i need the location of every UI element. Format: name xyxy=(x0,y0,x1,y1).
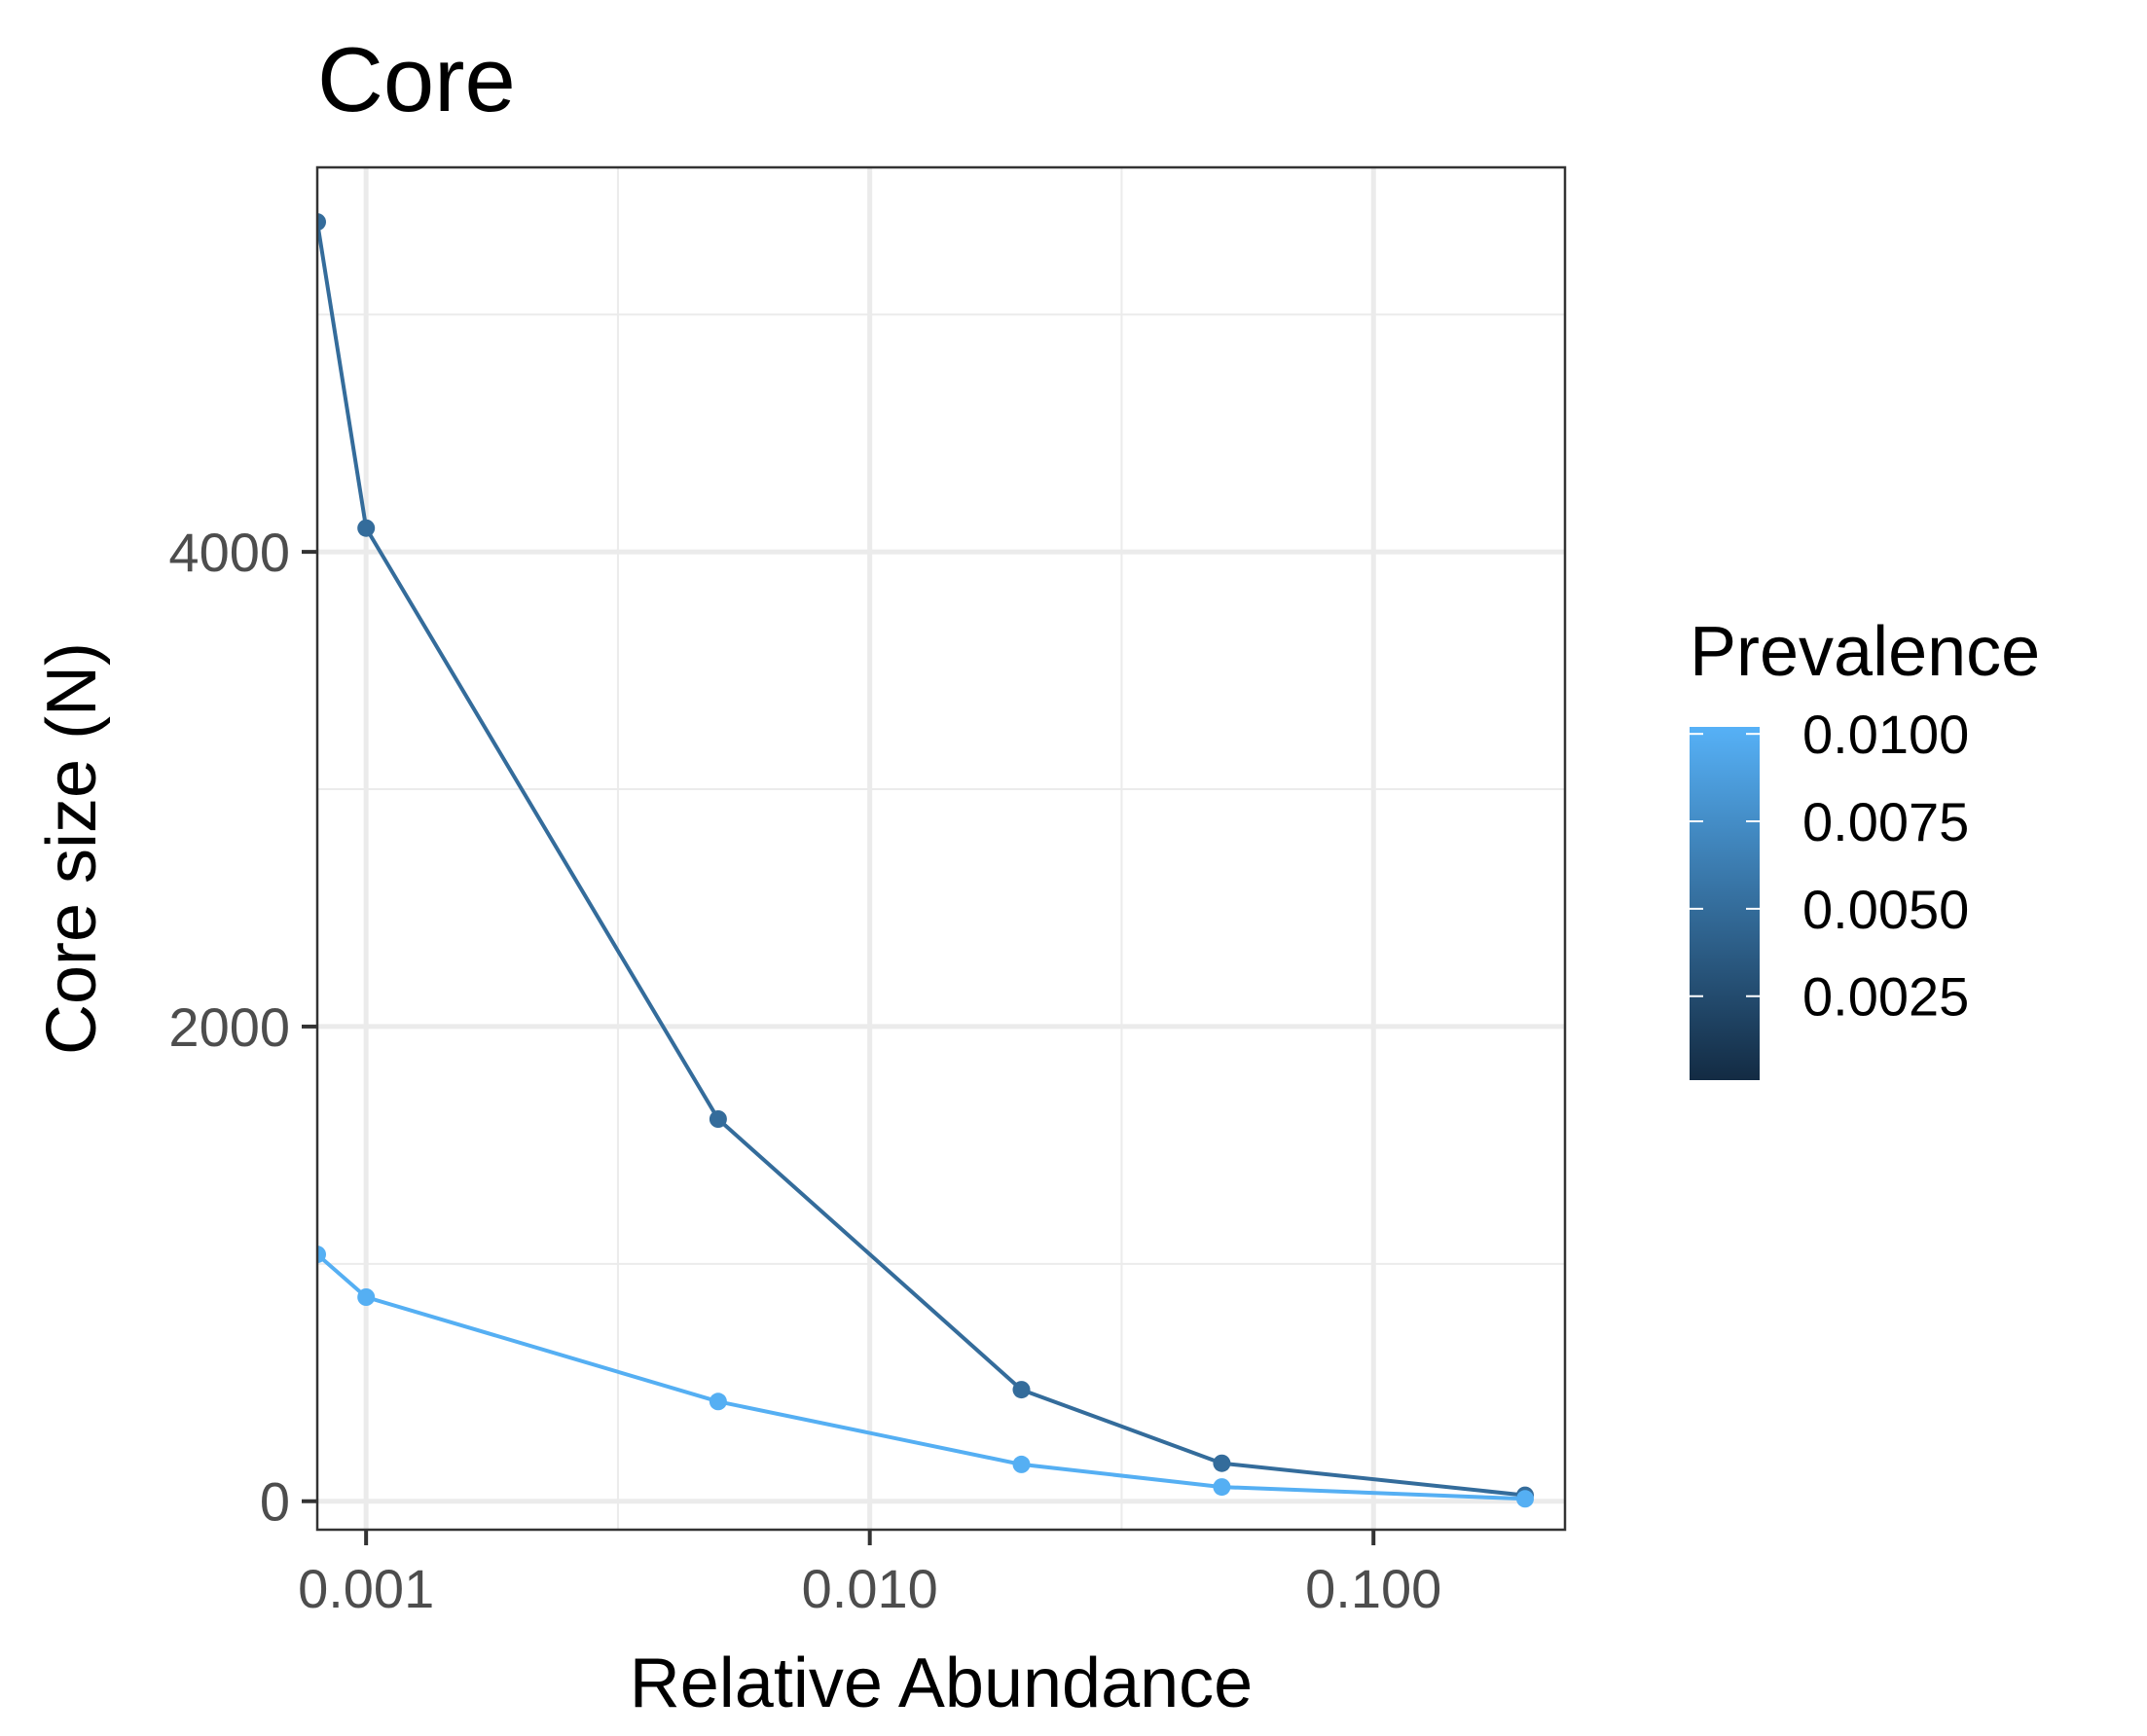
y-tick-label: 2000 xyxy=(168,996,290,1058)
legend-label: 0.0050 xyxy=(1802,879,1969,940)
series-line-2 xyxy=(317,1252,1526,1501)
data-point xyxy=(317,213,326,232)
legend-label: 0.0025 xyxy=(1802,966,1969,1028)
data-point xyxy=(1213,1478,1231,1497)
data-point xyxy=(317,1246,326,1264)
legend-label: 0.0100 xyxy=(1802,704,1969,765)
legend-title: Prevalence xyxy=(1690,613,2040,691)
y-tick-label: 0 xyxy=(260,1471,290,1533)
x-axis-title: Relative Abundance xyxy=(630,1645,1253,1722)
axes: 0.001 0.010 0.100 0 2000 4000 xyxy=(168,522,1441,1619)
legend: 0.0100 0.0075 0.0050 0.0025 xyxy=(1690,704,1969,1028)
data-series xyxy=(317,213,1534,1508)
data-point xyxy=(1012,1381,1031,1399)
legend-label: 0.0075 xyxy=(1802,791,1969,852)
colorbar xyxy=(1690,727,1760,1080)
x-tick-label: 0.010 xyxy=(802,1558,938,1619)
y-axis-title: Core size (N) xyxy=(33,642,111,1055)
plot-panel-background xyxy=(317,167,1565,1530)
data-point xyxy=(1213,1454,1231,1472)
plot-panel-border xyxy=(315,165,1567,1532)
data-point xyxy=(709,1110,727,1128)
data-point xyxy=(357,519,376,537)
grid-lines xyxy=(317,167,1565,1530)
series-line-1 xyxy=(317,221,1526,1498)
data-point xyxy=(1012,1455,1031,1473)
x-tick-label: 0.001 xyxy=(298,1558,434,1619)
data-point xyxy=(709,1392,727,1411)
x-tick-label: 0.100 xyxy=(1305,1558,1441,1619)
data-point xyxy=(357,1288,376,1306)
chart-title: Core xyxy=(317,28,516,130)
data-point xyxy=(1516,1490,1534,1508)
y-tick-label: 4000 xyxy=(168,522,290,583)
